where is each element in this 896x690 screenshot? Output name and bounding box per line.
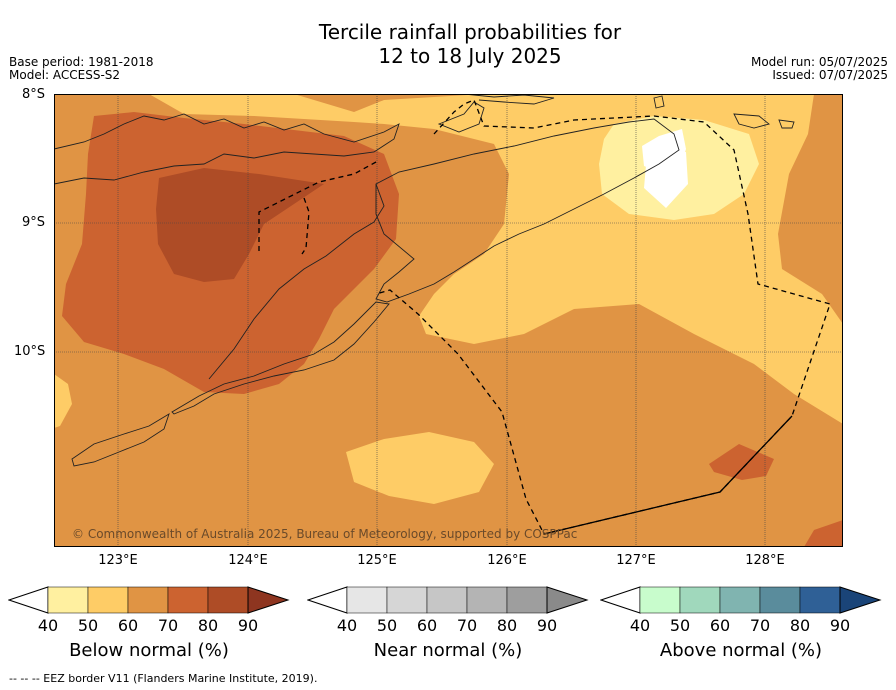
- tick-above-60: 60: [709, 616, 731, 635]
- tick-above-40: 40: [629, 616, 651, 635]
- coastline-savu: [71, 412, 170, 467]
- region-below-80-90: [156, 168, 324, 282]
- coastline-timor: [375, 118, 680, 303]
- rainfall-map: [54, 94, 843, 547]
- legend-label-above: Above normal (%): [659, 640, 823, 661]
- coastline-alor: [437, 101, 485, 133]
- cbar-above-over: [839, 586, 882, 614]
- tick-above-50: 50: [669, 616, 691, 635]
- cbar-near-60: [386, 586, 428, 614]
- eez-solid: [543, 415, 793, 535]
- region-below-50-60-top-left: [149, 94, 294, 114]
- model-name: Model: ACCESS-S2: [9, 68, 121, 82]
- title-line-2: 12 to 18 July 2025: [378, 44, 562, 68]
- cbar-below-80: [167, 586, 209, 614]
- tick-below-80: 80: [197, 616, 219, 635]
- tick-below-90: 90: [237, 616, 259, 635]
- tick-below-40: 40: [37, 616, 59, 635]
- coastline-island-ne-3: [778, 119, 795, 129]
- title-line-1: Tercile rainfall probabilities for: [318, 20, 622, 44]
- gridlines: [54, 94, 843, 547]
- lat-label-8s: 8°S: [22, 87, 46, 102]
- lon-label-128e: 128°E: [745, 553, 785, 568]
- colorbar-below: [8, 586, 290, 614]
- meta-right: Model run: 05/07/2025 Issued: 07/07/2025: [751, 56, 888, 82]
- lon-label-123e: 123°E: [98, 553, 138, 568]
- coastline-flores: [54, 113, 400, 185]
- cbar-below-90: [207, 586, 249, 614]
- cbar-above-80: [759, 586, 801, 614]
- coastline-island-ne-1: [653, 95, 665, 109]
- lat-label-10s: 10°S: [14, 344, 46, 359]
- cbar-below-over: [247, 586, 290, 614]
- coastline-timor-west: [208, 183, 385, 380]
- cbar-near-under: [307, 586, 348, 614]
- tick-near-60: 60: [416, 616, 438, 635]
- lon-label-124e: 124°E: [228, 553, 268, 568]
- tick-above-70: 70: [749, 616, 771, 635]
- colorbar-above: [600, 586, 882, 614]
- tick-above-80: 80: [789, 616, 811, 635]
- cbar-above-under: [600, 586, 641, 614]
- cbar-below-50: [47, 586, 89, 614]
- tick-below-70: 70: [157, 616, 179, 635]
- eez-border: [258, 99, 831, 535]
- tick-above-90: 90: [829, 616, 851, 635]
- eez-dashed: [258, 99, 831, 535]
- eez-footer-note: -- -- -- EEZ border V11 (Flanders Marine…: [9, 672, 318, 685]
- tick-near-70: 70: [456, 616, 478, 635]
- lon-label-126e: 126°E: [487, 553, 527, 568]
- tick-below-60: 60: [117, 616, 139, 635]
- region-below-70-80-corner: [804, 520, 843, 547]
- tick-near-90: 90: [536, 616, 558, 635]
- lon-label-127e: 127°E: [616, 553, 656, 568]
- tick-near-50: 50: [376, 616, 398, 635]
- tick-near-40: 40: [336, 616, 358, 635]
- copyright-notice: © Commonwealth of Australia 2025, Bureau…: [72, 527, 578, 541]
- cbar-above-70: [719, 586, 761, 614]
- cbar-near-80: [466, 586, 508, 614]
- map-frame: [54, 94, 843, 547]
- lon-label-125e: 125°E: [357, 553, 397, 568]
- cbar-near-over: [546, 586, 589, 614]
- model-run: Model run: 05/07/2025: [750, 55, 888, 69]
- region-below-50-60-south: [346, 432, 494, 504]
- coastline-island-ne-2: [733, 113, 770, 129]
- coastline-wetar: [463, 94, 555, 105]
- legend-label-below: Below normal (%): [69, 640, 229, 661]
- region-below-50-60-west: [54, 374, 72, 428]
- coastlines: [54, 94, 795, 467]
- cbar-below-60: [87, 586, 129, 614]
- cbar-above-60: [679, 586, 721, 614]
- tick-near-80: 80: [496, 616, 518, 635]
- cbar-above-50: [639, 586, 681, 614]
- cbar-near-50: [346, 586, 388, 614]
- colorbar-near: [307, 586, 589, 614]
- tick-below-50: 50: [77, 616, 99, 635]
- cbar-below-under: [8, 586, 49, 614]
- cbar-below-70: [127, 586, 169, 614]
- meta-left: Base period: 1981-2018 Model: ACCESS-S2: [9, 56, 154, 82]
- base-period: Base period: 1981-2018: [9, 55, 154, 69]
- legend-label-near: Near normal (%): [373, 640, 523, 661]
- cbar-near-70: [426, 586, 468, 614]
- cbar-near-90: [506, 586, 548, 614]
- coastline-sumba-rote: [171, 301, 390, 415]
- map-title: Tercile rainfall probabilities for 12 to…: [0, 20, 896, 68]
- lat-label-9s: 9°S: [22, 215, 46, 230]
- issued-date: Issued: 07/07/2025: [772, 68, 888, 82]
- cbar-above-90: [799, 586, 841, 614]
